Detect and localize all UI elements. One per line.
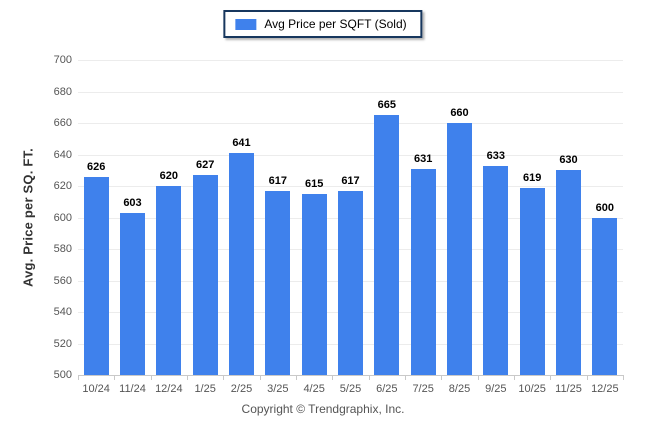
gridline [78, 60, 623, 61]
gridline [78, 91, 623, 93]
bar [229, 152, 254, 375]
x-tick-label: 8/25 [448, 383, 471, 395]
x-axis-tick [114, 376, 116, 380]
bar [120, 212, 145, 375]
bar-value-label: 600 [595, 201, 614, 214]
x-axis-tick [187, 376, 188, 380]
legend: Avg Price per SQFT (Sold) [223, 10, 423, 38]
bar-value-label: 630 [559, 154, 578, 167]
x-axis-tick [368, 376, 370, 380]
x-axis-tick [477, 376, 479, 380]
y-tick-label: 600 [53, 211, 72, 224]
gridline [78, 154, 623, 156]
bar-value-label: 619 [522, 171, 542, 184]
bar [301, 193, 327, 375]
bar-value-label: 626 [86, 160, 106, 173]
x-axis-tick [150, 376, 152, 380]
x-tick-label: 10/25 [518, 383, 546, 395]
bar [156, 186, 182, 375]
bar-value-label: 660 [450, 107, 469, 119]
bar [556, 170, 581, 375]
bar-value-label: 615 [304, 177, 324, 190]
legend-label: Avg Price per SQFT (Sold) [264, 17, 407, 31]
x-axis-tick [623, 376, 624, 380]
x-tick-label: 11/25 [555, 383, 582, 395]
x-axis-tick [586, 376, 588, 380]
y-tick-label: 640 [53, 148, 72, 161]
x-tick-label: 1/25 [194, 383, 216, 395]
y-tick-label: 540 [53, 306, 72, 318]
x-tick-label: 10/24 [82, 383, 110, 395]
x-axis-tick [259, 376, 261, 380]
bar [192, 174, 218, 375]
x-tick-label: 3/25 [267, 383, 289, 395]
x-tick-label: 2/25 [230, 383, 253, 395]
bar [592, 217, 618, 375]
x-tick-label: 7/25 [412, 383, 434, 395]
copyright-text: Copyright © Trendgraphix, Inc. [241, 402, 405, 416]
x-axis-tick [514, 376, 515, 380]
bar-value-label: 641 [232, 136, 251, 149]
x-axis-tick [332, 376, 334, 380]
x-axis-tick [296, 376, 297, 380]
x-tick-label: 11/24 [119, 383, 146, 395]
bar-value-label: 627 [195, 158, 215, 171]
y-tick-label: 680 [53, 85, 72, 98]
bar-value-label: 603 [123, 196, 142, 209]
x-axis-tick [405, 376, 406, 380]
bar-value-label: 633 [486, 149, 505, 162]
y-tick-label: 580 [53, 243, 72, 255]
bar [483, 165, 509, 375]
bar [265, 190, 291, 375]
gridline [78, 123, 623, 124]
x-tick-label: 9/25 [485, 383, 507, 395]
bar [374, 115, 400, 375]
bar [447, 123, 472, 375]
bar [338, 190, 363, 375]
bar-value-label: 617 [341, 174, 360, 187]
gridline [78, 186, 623, 187]
y-tick-label: 520 [53, 337, 72, 350]
bar-value-label: 665 [377, 99, 396, 112]
bar-value-label: 617 [268, 174, 287, 187]
bar-value-label: 620 [159, 170, 178, 182]
x-axis-line [78, 375, 624, 376]
bar-value-label: 631 [413, 152, 433, 165]
y-tick-label: 620 [53, 180, 72, 192]
bar [83, 176, 109, 375]
x-tick-label: 12/25 [591, 383, 619, 395]
x-tick-label: 5/25 [339, 383, 362, 395]
y-tick-label: 700 [53, 54, 72, 66]
bar [410, 168, 436, 375]
x-tick-label: 6/25 [376, 383, 398, 395]
x-tick-label: 4/25 [303, 383, 325, 395]
y-tick-label: 660 [53, 117, 72, 129]
legend-color-swatch-icon [235, 18, 257, 30]
x-tick-label: 12/24 [155, 383, 183, 395]
y-tick-label: 560 [53, 274, 72, 287]
x-axis-tick [441, 376, 443, 380]
x-axis-tick [78, 376, 79, 380]
y-tick-label: 500 [53, 369, 72, 381]
x-axis-tick [550, 376, 552, 380]
x-axis-tick [223, 376, 225, 380]
bar [519, 187, 545, 375]
